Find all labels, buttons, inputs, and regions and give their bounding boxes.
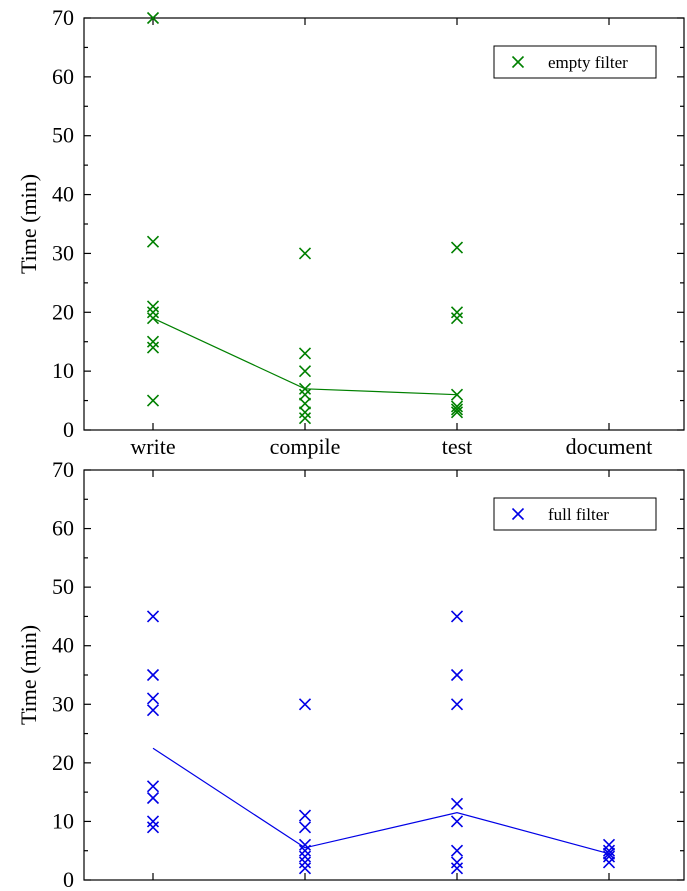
data-point — [146, 312, 160, 325]
chart-panel-1: 0 10 20 30 40 50 60 70 write compile test document T… — [16, 5, 685, 459]
x-tick-label: compile — [270, 434, 341, 459]
y-tick-label: 70 — [52, 457, 74, 482]
series-full-filter — [146, 610, 616, 875]
data-point — [450, 610, 464, 623]
trend-line — [152, 317, 458, 396]
y-tick-label: 60 — [52, 64, 74, 89]
data-point — [298, 412, 312, 425]
data-point — [450, 312, 464, 325]
y-tick-label: 60 — [52, 516, 74, 541]
legend-label: empty filter — [548, 53, 628, 72]
data-point — [298, 397, 312, 410]
data-point — [146, 821, 160, 834]
data-point — [450, 400, 464, 413]
data-point — [298, 406, 312, 419]
data-point — [450, 241, 464, 254]
data-point — [146, 300, 160, 313]
legend-box — [493, 45, 657, 79]
legend: full filter — [493, 497, 657, 531]
series-empty-filter — [146, 11, 464, 425]
y-tick-label: 0 — [63, 417, 74, 442]
data-point — [602, 847, 616, 860]
x-tick-label: document — [566, 434, 653, 459]
data-point — [298, 698, 312, 711]
y-tick-label: 20 — [52, 299, 74, 324]
legend-marker — [511, 55, 525, 69]
data-point — [298, 809, 312, 822]
legend: empty filter — [493, 45, 657, 79]
y-tick-label: 40 — [52, 182, 74, 207]
data-point — [298, 382, 312, 395]
data-point — [146, 335, 160, 348]
data-point — [146, 11, 160, 25]
trend-line — [152, 747, 610, 855]
y-tick-label: 30 — [52, 240, 74, 265]
data-point — [450, 862, 464, 875]
data-point — [298, 821, 312, 834]
y-tick-label: 10 — [52, 808, 74, 833]
data-point — [450, 406, 464, 419]
data-point — [450, 668, 464, 682]
y-tick-label: 70 — [52, 5, 74, 30]
data-point — [298, 388, 312, 401]
data-point — [450, 698, 464, 711]
x-tick-label: test — [442, 434, 473, 459]
data-point — [450, 844, 464, 857]
data-point — [146, 306, 160, 319]
data-point — [146, 692, 160, 705]
data-point — [146, 341, 160, 354]
data-point — [602, 838, 616, 851]
plot-frame — [83, 17, 685, 431]
y-tick-label: 50 — [52, 574, 74, 599]
data-point — [146, 610, 160, 623]
data-point — [298, 838, 312, 851]
data-point — [298, 247, 312, 260]
y-tick-label: 50 — [52, 123, 74, 148]
legend-label: full filter — [548, 505, 609, 524]
data-point — [602, 850, 616, 863]
x-tick-label: write — [130, 434, 175, 459]
legend-box — [493, 497, 657, 531]
data-point — [298, 347, 312, 360]
data-point — [298, 365, 312, 378]
chart-panel-2: 0 10 20 30 40 50 60 70 Time (min) full filter — [16, 457, 685, 891]
data-point — [298, 844, 312, 857]
y-tick-label: 20 — [52, 750, 74, 775]
data-point — [450, 797, 464, 810]
data-point — [298, 856, 312, 869]
data-point — [146, 668, 160, 682]
plot-frame — [83, 469, 685, 881]
y-tick-label: 10 — [52, 358, 74, 383]
y-tick-label: 0 — [63, 867, 74, 891]
data-point — [146, 704, 160, 717]
data-point — [146, 235, 160, 248]
data-point — [450, 306, 464, 319]
data-point — [146, 815, 160, 828]
data-point — [602, 856, 616, 869]
y-tick-label: 30 — [52, 691, 74, 716]
data-point — [602, 844, 616, 857]
data-point — [450, 403, 464, 416]
data-point — [146, 791, 160, 805]
data-point — [298, 850, 312, 863]
y-axis-title: Time (min) — [16, 625, 41, 725]
data-point — [450, 856, 464, 869]
y-axis-title: Time (min) — [16, 174, 41, 274]
legend-marker — [511, 507, 525, 521]
data-point — [146, 780, 160, 793]
data-point — [146, 394, 160, 407]
y-tick-label: 40 — [52, 633, 74, 658]
data-point — [450, 388, 464, 401]
data-point — [298, 862, 312, 875]
data-point — [450, 815, 464, 828]
